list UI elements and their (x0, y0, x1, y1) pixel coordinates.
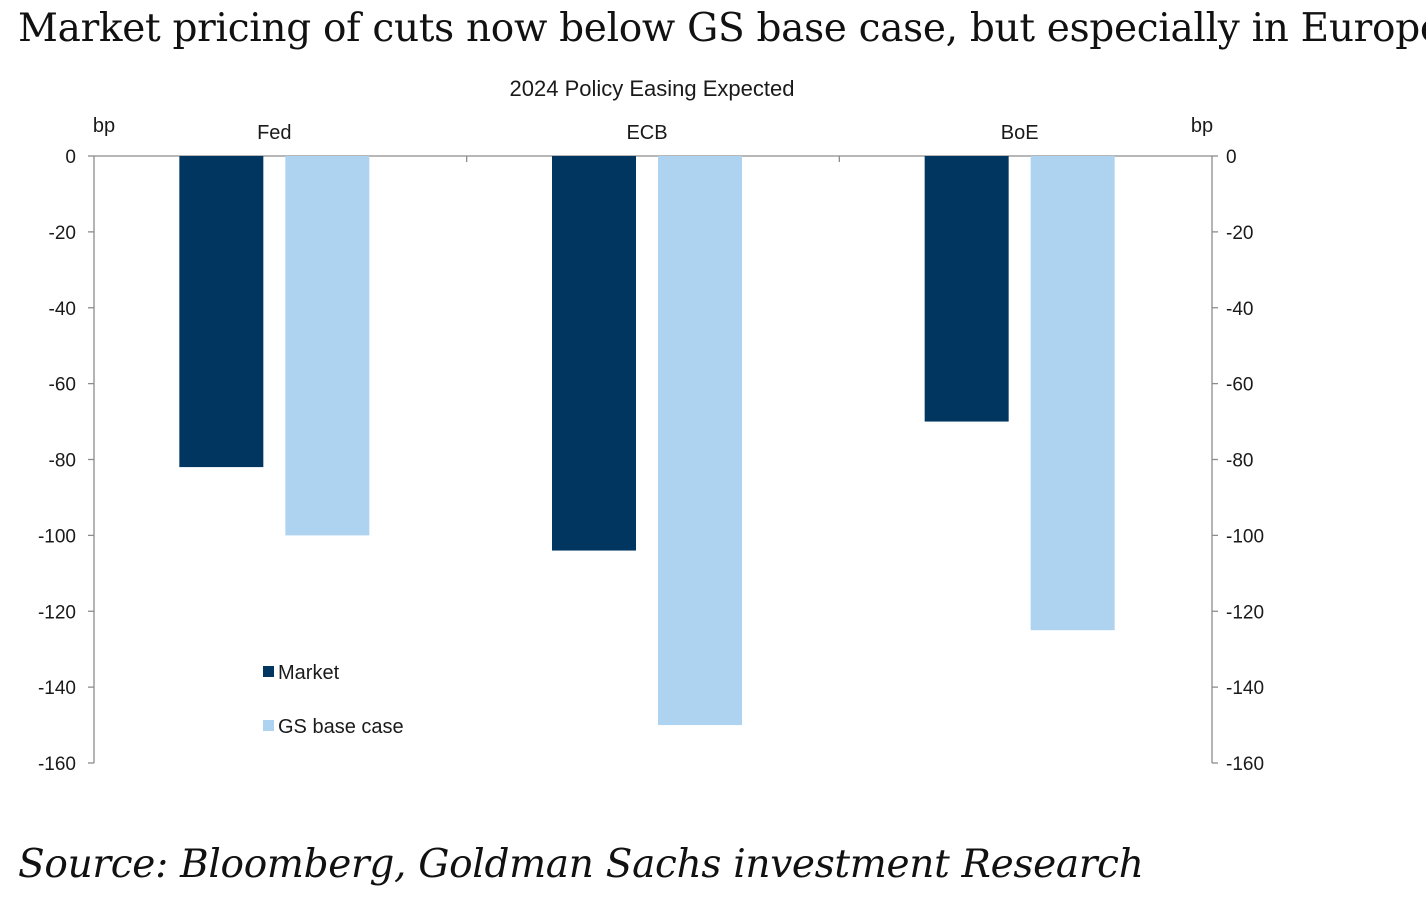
bar-gs-base-case-ecb (658, 156, 742, 726)
headline: Market pricing of cuts now below GS base… (18, 6, 1426, 51)
y-tick-label-right: -140 (1226, 678, 1264, 699)
y-tick-label-left: -40 (49, 299, 76, 320)
legend-swatch (263, 720, 274, 731)
category-label: Fed (257, 122, 291, 144)
y-tick-label-right: -80 (1226, 451, 1253, 472)
axes: 0 0 -20 -20 -40 -40 -60 -60 -80 -80 -100 -100 -120 -1… (38, 122, 1264, 775)
bar-gs-base-case-fed (285, 156, 370, 536)
legend-label: GS base case (278, 716, 404, 738)
y-tick-label-right: -120 (1226, 602, 1264, 623)
bar-market-ecb (552, 156, 636, 551)
y-tick-label-left: -100 (38, 526, 76, 547)
legend-swatch (263, 666, 274, 677)
bars (179, 156, 1115, 726)
y-axis-unit-left: bp (93, 115, 115, 137)
chart-title: 2024 Policy Easing Expected (510, 76, 795, 101)
y-tick-label-right: 0 (1226, 147, 1237, 168)
bar-gs-base-case-boe (1030, 156, 1115, 631)
y-tick-label-left: -120 (38, 602, 76, 623)
source-note: Source: Bloomberg, Goldman Sachs investm… (18, 842, 1144, 887)
y-tick-label-left: -20 (49, 223, 76, 244)
y-tick-label-right: -100 (1226, 526, 1264, 547)
y-tick-label-right: -60 (1226, 375, 1253, 396)
category-label: ECB (626, 122, 667, 144)
y-tick-label-left: -80 (49, 451, 76, 472)
y-tick-label-left: -60 (49, 375, 76, 396)
y-tick-label-left: 0 (65, 147, 76, 168)
y-axis-unit-right: bp (1191, 115, 1213, 137)
y-tick-label-right: -20 (1226, 223, 1253, 244)
category-label: BoE (1001, 122, 1039, 144)
bar-market-boe (924, 156, 1009, 422)
y-tick-label-left: -140 (38, 678, 76, 699)
bar-market-fed (179, 156, 264, 468)
legend: Market GS base case (263, 662, 404, 738)
y-tick-label-left: -160 (38, 754, 76, 775)
legend-label: Market (278, 662, 340, 684)
y-tick-label-right: -160 (1226, 754, 1264, 775)
y-tick-label-right: -40 (1226, 299, 1253, 320)
